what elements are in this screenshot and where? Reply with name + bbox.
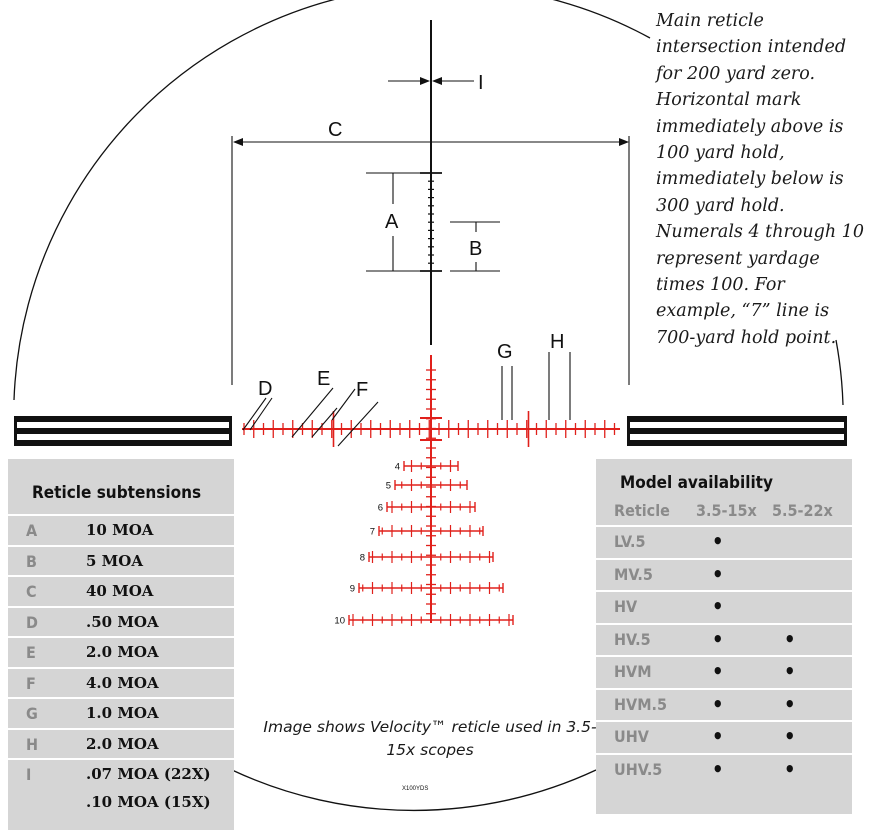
yardage-numeral: 7: [370, 527, 375, 538]
model-row: HV.5 • •: [596, 622, 852, 656]
label-b: B: [469, 238, 482, 260]
availability-dot: •: [712, 626, 724, 651]
model-name: HV.5: [614, 629, 651, 649]
model-name: LV.5: [614, 532, 646, 551]
subtension-value: 10 MOA: [86, 521, 154, 539]
yardage-numeral: 9: [350, 584, 355, 595]
image-caption: Image shows Velocity™ reticle used in 3.…: [263, 718, 597, 759]
model-row: UHV • •: [596, 720, 852, 753]
availability-dot: •: [712, 756, 724, 781]
model-name: UHV: [614, 727, 649, 746]
subtension-value-15x: .10 MOA (15X): [86, 793, 211, 811]
subtension-value: .50 MOA: [86, 612, 159, 631]
footer-mark: X100YDS: [402, 786, 428, 792]
model-row: HVM.5 • •: [596, 687, 852, 721]
dimension-lines: [231, 77, 630, 447]
subtension-value: 2.0 MOA: [86, 734, 159, 753]
upper-hash-marks: [420, 172, 442, 272]
red-reticle: [242, 355, 620, 626]
model-name: HVM: [614, 662, 652, 681]
model-table: LV.5 • MV.5 • HV • HV.5 • • HVM • • HVM.5 • • UHV…: [596, 525, 852, 785]
label-g: G: [497, 341, 513, 363]
scope-outline-bottom: [231, 769, 597, 812]
header-reticle: Reticle: [614, 501, 670, 520]
scope-outline: [13, 0, 651, 401]
label-e: E: [317, 368, 330, 390]
model-table-header: Reticle 3.5-15x 5.5-22x: [596, 495, 852, 525]
subtensions-table: A 10 MOA B 5 MOA C 40 MOA D .50 MOA E 2.0 MOA…: [8, 514, 234, 820]
model-name: MV.5: [614, 564, 653, 584]
subtension-row: H 2.0 MOA: [8, 727, 234, 759]
availability-dot: •: [784, 756, 796, 781]
subtension-letter: B: [26, 551, 37, 571]
model-row: HVM • •: [596, 655, 852, 688]
model-availability-panel: Model availability Reticle 3.5-15x 5.5-2…: [596, 459, 852, 814]
model-availability-title: Model availability: [620, 473, 773, 493]
label-h: H: [550, 331, 564, 353]
availability-dot: •: [712, 529, 724, 553]
availability-dot: •: [712, 724, 724, 748]
yardage-numeral: 8: [360, 553, 365, 564]
subtension-letter: D: [26, 612, 38, 632]
subtensions-title: Reticle subtensions: [32, 483, 202, 503]
subtension-letter: I: [26, 765, 32, 784]
availability-dot: •: [784, 724, 796, 748]
yardage-numeral: 4: [395, 462, 400, 473]
left-thick-post: [14, 416, 232, 446]
model-name: UHV.5: [614, 759, 663, 779]
model-name: HV: [614, 597, 638, 616]
subtension-value: .07 MOA (22X) .10 MOA (15X): [86, 760, 211, 816]
subtension-value: 5 MOA: [86, 551, 143, 570]
model-row: HV •: [596, 590, 852, 623]
header-3-5-15x: 3.5-15x: [696, 501, 757, 520]
subtension-value: 1.0 MOA: [86, 704, 159, 722]
subtension-letter: G: [26, 704, 38, 723]
availability-dot: •: [712, 594, 724, 618]
subtension-letter: C: [26, 582, 37, 601]
availability-dot: •: [784, 626, 796, 651]
label-d: D: [258, 378, 272, 400]
header-5-5-22x: 5.5-22x: [772, 501, 833, 520]
availability-dot: •: [784, 691, 796, 716]
availability-dot: •: [712, 561, 724, 586]
subtension-row: B 5 MOA: [8, 544, 234, 576]
subtension-letter: F: [26, 673, 36, 693]
subtension-letter: H: [26, 734, 39, 754]
subtension-row: C 40 MOA: [8, 575, 234, 606]
subtension-row: E 2.0 MOA: [8, 636, 234, 667]
label-a: A: [385, 211, 399, 233]
scope-outline-right: [835, 339, 844, 406]
yardage-numeral: 5: [386, 481, 391, 492]
availability-dot: •: [784, 659, 796, 683]
model-row: LV.5 •: [596, 525, 852, 558]
subtension-row: D .50 MOA: [8, 605, 234, 637]
yardage-numeral: 10: [334, 616, 345, 627]
availability-dot: •: [712, 659, 724, 683]
model-name: HVM.5: [614, 694, 667, 714]
subtensions-panel: Reticle subtensions A 10 MOA B 5 MOA C 40 M…: [8, 459, 234, 830]
subtension-row: G 1.0 MOA: [8, 697, 234, 728]
label-i: I: [478, 72, 484, 94]
yardage-numerals: 456 7 8 9 10: [334, 462, 400, 627]
subtension-row: A 10 MOA: [8, 514, 234, 545]
model-row: MV.5 •: [596, 557, 852, 591]
right-thick-post: [627, 416, 847, 446]
subtension-value: 4.0 MOA: [86, 673, 159, 692]
reticle-note: Main reticle intersection intended for 2…: [656, 11, 864, 348]
subtension-row: I .07 MOA (22X) .10 MOA (15X): [8, 758, 234, 820]
yardage-numeral: 6: [378, 503, 383, 514]
subtension-letter: A: [26, 521, 38, 540]
label-f: F: [356, 379, 368, 401]
availability-dot: •: [712, 691, 724, 716]
subtension-value-22x: .07 MOA (22X): [86, 765, 211, 783]
subtension-value: 2.0 MOA: [86, 643, 159, 661]
label-c: C: [328, 119, 342, 141]
subtension-letter: E: [26, 643, 36, 662]
subtension-value: 40 MOA: [86, 582, 154, 600]
subtension-row: F 4.0 MOA: [8, 666, 234, 698]
model-row: UHV.5 • •: [596, 752, 852, 786]
